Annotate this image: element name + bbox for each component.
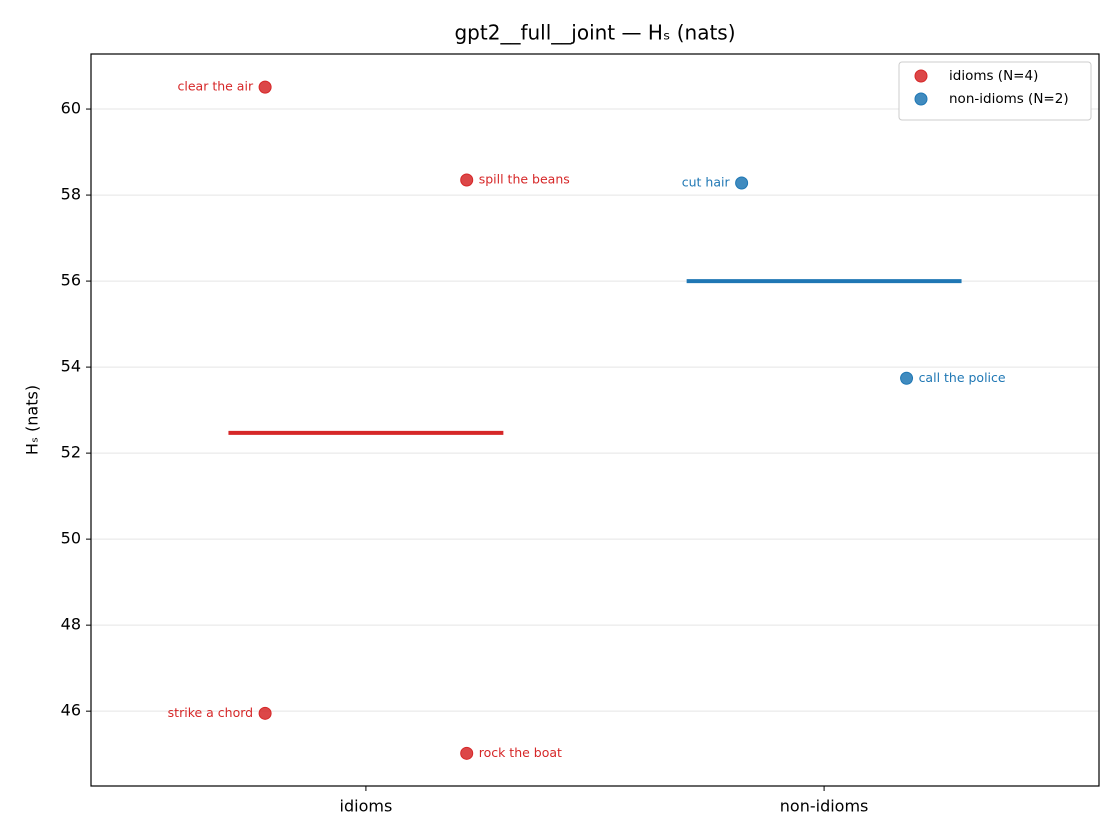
point xyxy=(460,173,474,187)
y-tick-label: 46 xyxy=(61,701,81,720)
y-tick-label: 60 xyxy=(61,99,81,118)
y-axis-label: Hₛ (nats) xyxy=(23,385,42,455)
point-label: cut hair xyxy=(682,175,731,190)
point xyxy=(258,80,272,94)
point xyxy=(258,706,272,720)
legend-marker xyxy=(914,69,928,83)
point xyxy=(460,746,474,760)
plot-frame xyxy=(90,53,1100,787)
chart-title: gpt2__full__joint — Hₛ (nats) xyxy=(454,21,735,45)
point-label: rock the boat xyxy=(479,745,562,760)
y-tick-label: 58 xyxy=(61,185,81,204)
point xyxy=(900,371,914,385)
legend-label: idioms (N=4) xyxy=(949,68,1038,84)
y-tick-label: 52 xyxy=(61,443,81,462)
y-tick-label: 54 xyxy=(61,357,81,376)
legend-label: non-idioms (N=2) xyxy=(949,91,1069,107)
y-tick-label: 48 xyxy=(61,615,81,634)
y-tick-label: 56 xyxy=(61,271,81,290)
x-tick-label: non-idioms xyxy=(780,797,869,816)
point-label: call the police xyxy=(919,370,1006,385)
x-tick-label: idioms xyxy=(340,797,393,816)
y-tick-label: 50 xyxy=(61,529,81,548)
point-label: clear the air xyxy=(178,79,254,94)
point-label: strike a chord xyxy=(168,705,253,720)
legend-box xyxy=(898,61,1092,121)
point-label: spill the beans xyxy=(479,172,570,187)
point xyxy=(735,176,749,190)
legend-marker xyxy=(914,92,928,106)
